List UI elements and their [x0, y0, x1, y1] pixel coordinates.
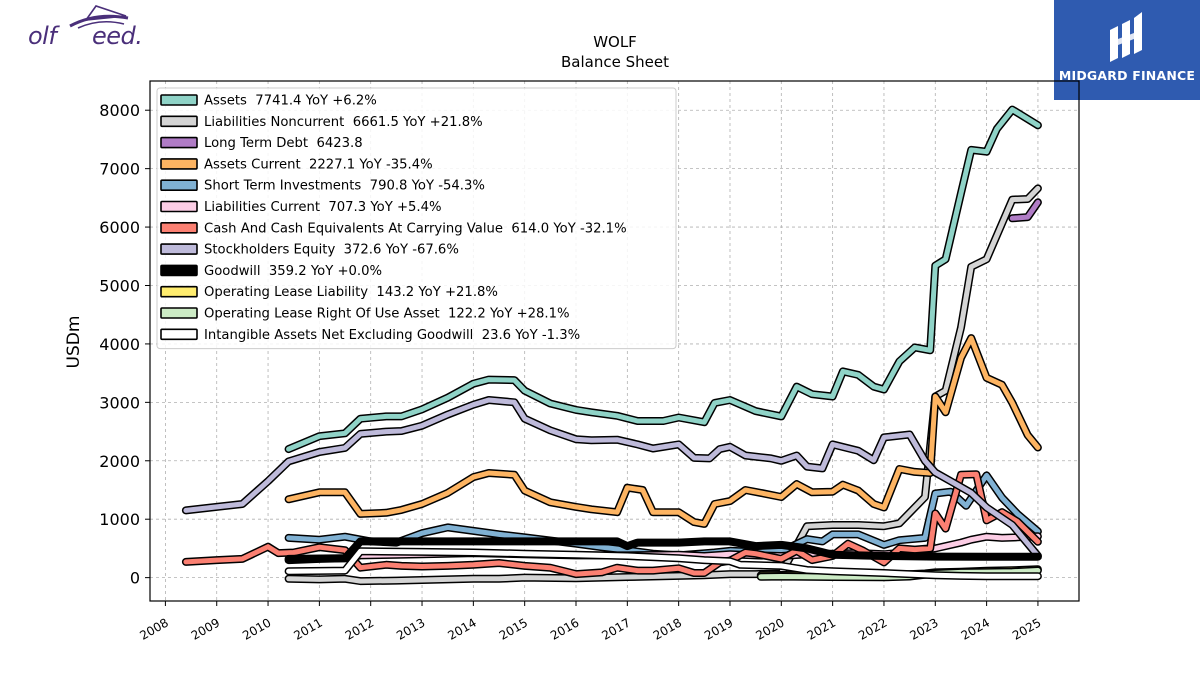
legend-item: Intangible Assets Net Excluding Goodwill…: [160, 328, 580, 343]
series-goodwill: [284, 537, 1042, 563]
legend-label: Assets 7741.4 YoY +6.2%: [204, 94, 377, 109]
legend-item: Operating Lease Right Of Use Asset 122.2…: [160, 307, 570, 322]
x-tick-label: 2019: [702, 615, 735, 642]
y-tick-label: 3000: [99, 393, 140, 412]
legend-box: [156, 87, 677, 350]
y-tick-label: 0: [130, 569, 140, 588]
series-line: [286, 107, 1041, 452]
legend-item: Assets 7741.4 YoY +6.2%: [160, 94, 377, 109]
x-tick-label: 2009: [189, 615, 222, 642]
legend-item: Short Term Investments 790.8 YoY -54.3%: [160, 179, 485, 194]
legend-item: Cash And Cash Equivalents At Carrying Va…: [160, 221, 627, 236]
series-lines: [181, 105, 1042, 586]
y-tick-label: 8000: [99, 101, 140, 120]
legend-label: Intangible Assets Net Excluding Goodwill…: [204, 328, 580, 343]
legend-label: Goodwill 359.2 YoY +0.0%: [204, 264, 382, 279]
x-tick-label: 2023: [907, 615, 940, 642]
logo-swoosh-icon: [69, 5, 129, 29]
legend-item: Liabilities Current 707.3 YoY +5.4%: [160, 200, 442, 215]
legend-swatch: [160, 200, 198, 213]
legend-swatch: [160, 158, 198, 170]
series-long-term-debt: [1008, 198, 1042, 223]
series-line: [183, 397, 1041, 559]
y-tick-label: 1000: [99, 510, 140, 529]
x-tick-label: 2020: [753, 615, 786, 642]
x-tick-label: 2021: [805, 615, 838, 642]
legend-label: Liabilities Current 707.3 YoY +5.4%: [204, 200, 442, 215]
wolfspeed-logo: olf eed.: [26, 4, 156, 52]
legend-label: Operating Lease Liability 143.2 YoY +21.…: [204, 285, 498, 300]
series-line: [286, 548, 1041, 579]
x-tick-label: 2013: [394, 615, 427, 642]
series-intangible-assets-net-excluding-goodwill: [284, 547, 1042, 581]
chart-title: WOLF: [593, 33, 637, 51]
legend-item: Operating Lease Liability 143.2 YoY +21.…: [160, 285, 498, 300]
series-outline: [181, 396, 1042, 560]
legend-item: Goodwill 359.2 YoY +0.0%: [160, 264, 382, 279]
midgard-finance-label: MIDGARD FINANCE: [1058, 68, 1196, 83]
axis-ticks: 2008 2009 2010 2011 2012 2013 2014 2015 2016 2017…: [99, 101, 1043, 643]
legend-swatch: [160, 94, 198, 106]
x-tick-label: 2018: [651, 615, 684, 642]
midgard-finance-logo: MIDGARD FINANCE: [1054, 0, 1200, 100]
legend-item: Stockholders Equity 372.6 YoY -67.6%: [160, 243, 459, 258]
chart-subtitle: Balance Sheet: [561, 53, 669, 71]
legend-swatch: [160, 328, 198, 341]
legend-label: Liabilities Noncurrent 6661.5 YoY +21.8%: [204, 115, 483, 130]
legend-label: Short Term Investments 790.8 YoY -54.3%: [204, 179, 485, 194]
x-tick-label: 2012: [343, 615, 376, 642]
legend-label: Cash And Cash Equivalents At Carrying Va…: [204, 221, 627, 236]
logo-text-right: eed.: [92, 22, 143, 50]
x-tick-label: 2025: [1010, 615, 1043, 642]
x-tick-label: 2008: [137, 615, 170, 642]
legend-swatch: [160, 136, 198, 149]
legend-swatch: [160, 307, 198, 319]
y-tick-label: 7000: [99, 160, 140, 179]
legend-item: Assets Current 2227.1 YoY -35.4%: [160, 157, 433, 172]
legend-swatch: [160, 285, 198, 298]
series-assets: [284, 105, 1042, 454]
series-line: [1009, 199, 1041, 221]
x-tick-label: 2017: [599, 615, 632, 642]
legend-swatch: [160, 179, 198, 191]
series-assets-current: [284, 334, 1042, 528]
legend-label: Operating Lease Right Of Use Asset 122.2…: [204, 307, 570, 322]
series-line: [286, 335, 1041, 527]
midgard-emblem-icon: [1110, 12, 1142, 62]
legend: Assets 7741.4 YoY +6.2% Liabilities Noncu…: [156, 87, 677, 350]
legend-label: Stockholders Equity 372.6 YoY -67.6%: [204, 243, 459, 258]
series-line: [284, 537, 1042, 563]
logo-text-left: olf: [28, 22, 57, 50]
legend-swatch: [160, 115, 198, 128]
plot-frame: [149, 80, 1080, 602]
x-tick-label: 2024: [959, 615, 992, 642]
y-tick-label: 5000: [99, 276, 140, 295]
legend-label: Assets Current 2227.1 YoY -35.4%: [204, 157, 433, 172]
legend-item: Liabilities Noncurrent 6661.5 YoY +21.8%: [160, 115, 483, 130]
y-tick-label: 4000: [99, 335, 140, 354]
legend-label: Long Term Debt 6423.8: [204, 136, 363, 151]
series-stockholders-equity: [181, 396, 1042, 560]
x-tick-label: 2015: [497, 615, 530, 642]
x-tick-label: 2016: [548, 615, 581, 642]
y-axis-label: USDm: [64, 316, 84, 369]
legend-swatch: [160, 222, 198, 234]
x-tick-label: 2022: [856, 615, 889, 642]
x-tick-label: 2011: [291, 615, 324, 642]
x-tick-label: 2014: [445, 615, 478, 642]
y-tick-label: 6000: [99, 218, 140, 237]
y-tick-label: 2000: [99, 452, 140, 471]
legend-item: Long Term Debt 6423.8: [160, 136, 363, 151]
x-tick-label: 2010: [240, 615, 273, 642]
legend-swatch: [160, 264, 198, 277]
legend-swatch: [160, 243, 198, 255]
